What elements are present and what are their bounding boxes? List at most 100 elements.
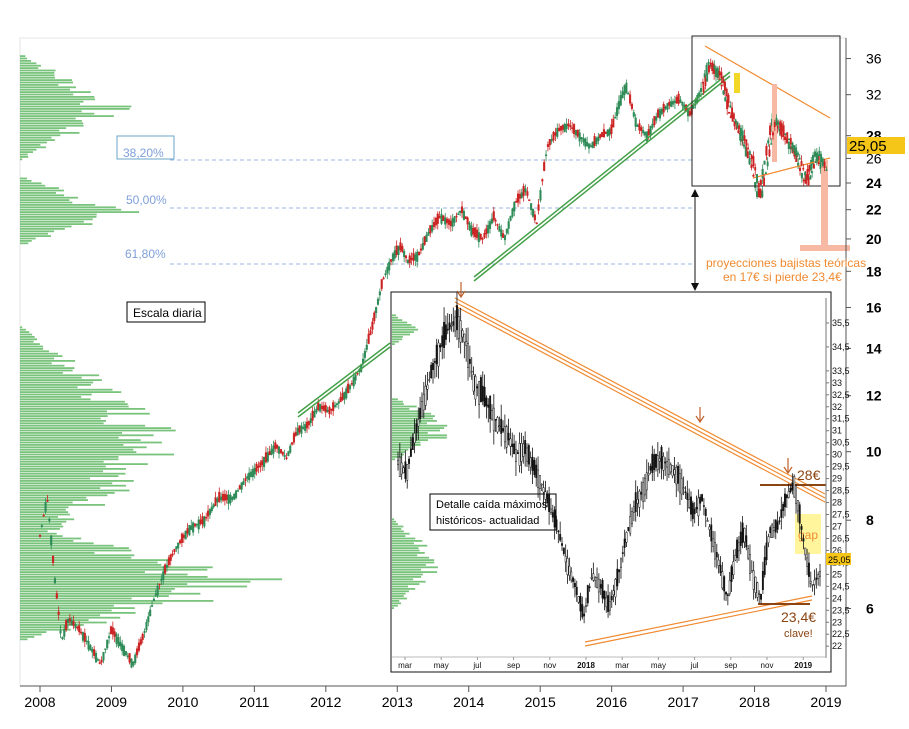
vol-bar <box>20 576 208 578</box>
projection-text-1: proyecciones bajistas teóricas <box>706 256 866 270</box>
candle-body <box>417 419 420 427</box>
candle-body <box>397 245 400 255</box>
candle-body <box>614 579 617 598</box>
candle-body <box>712 538 715 547</box>
candle-body <box>322 405 325 411</box>
candle-body <box>436 213 439 224</box>
candle-body <box>474 376 477 400</box>
candle-body <box>627 527 630 531</box>
candle-body <box>173 549 176 553</box>
detail-vol-bar <box>392 336 403 338</box>
vol-bar <box>20 134 61 137</box>
x-tick-label-2012: 2012 <box>310 694 341 710</box>
candle-body <box>460 206 464 214</box>
candle-body <box>555 519 558 530</box>
candle-body <box>728 111 731 114</box>
candle-body <box>283 454 286 457</box>
candle-body <box>447 219 451 225</box>
candle-body <box>584 138 587 147</box>
y-tick-label-16: 16 <box>866 299 882 315</box>
vol-bar <box>20 218 93 221</box>
candle-body <box>453 216 456 223</box>
candle-body <box>44 502 47 512</box>
candle-body <box>444 324 447 340</box>
candle-body <box>750 154 753 160</box>
candle-body <box>681 102 684 106</box>
detail-x-tick-label: nov <box>761 661 774 670</box>
candle-body <box>802 179 805 182</box>
vol-bar <box>20 76 55 79</box>
vol-bar <box>20 177 28 180</box>
candle-body <box>817 574 820 579</box>
detail-vol-bar <box>392 549 420 552</box>
detail-vol-bar <box>392 556 430 559</box>
vol-bar <box>20 499 88 501</box>
candle-body <box>664 461 667 464</box>
candle-body <box>784 133 787 135</box>
candle-body <box>575 586 578 596</box>
vol-bar <box>20 496 87 499</box>
candle-body <box>199 519 202 524</box>
detail-vol-bar <box>392 456 402 458</box>
candle-body <box>704 78 707 87</box>
y-tick-label-10: 10 <box>866 444 882 460</box>
candle-body <box>317 402 320 410</box>
candle-body <box>553 509 556 528</box>
detail-vol-bar <box>392 398 398 401</box>
candle-body <box>744 146 747 157</box>
x-tick-label-2009: 2009 <box>96 694 127 710</box>
candle-body <box>544 491 547 500</box>
candle-body <box>788 138 790 141</box>
vol-bar <box>20 216 97 218</box>
candle-body <box>673 469 676 475</box>
candle-body <box>640 127 643 132</box>
candle-body <box>778 520 781 522</box>
vol-bar <box>20 444 124 446</box>
vol-bar <box>20 415 108 417</box>
candle-body <box>332 402 335 412</box>
candle-body <box>743 135 746 141</box>
candle-body <box>590 577 593 579</box>
vol-bar <box>20 122 84 125</box>
vol-bar <box>20 201 73 204</box>
candle-body <box>59 630 62 634</box>
vol-bar <box>20 364 65 367</box>
detail-vol-bar <box>392 422 427 425</box>
candle-body <box>52 555 55 563</box>
candle-body <box>620 558 622 568</box>
candle-body <box>91 648 94 653</box>
vol-bar <box>20 136 52 139</box>
candle-body <box>388 261 391 271</box>
candle-body <box>492 211 495 221</box>
vol-bar <box>20 412 150 415</box>
candle-body <box>551 512 554 518</box>
candle-body <box>165 564 169 568</box>
candle-body <box>384 273 387 275</box>
vol-bar <box>20 153 28 156</box>
candle-body <box>446 328 449 331</box>
candle-body <box>816 154 819 162</box>
candle-body <box>72 621 75 626</box>
candle-body <box>660 108 663 115</box>
candle-body <box>502 233 505 238</box>
candle-body <box>721 571 724 589</box>
candle-body <box>451 218 454 227</box>
candle-body <box>634 492 637 513</box>
fib-382-label: 38,20% <box>123 146 164 160</box>
vol-bar <box>20 436 119 439</box>
candle-body <box>535 464 538 478</box>
candle-body <box>776 521 779 530</box>
candle-body <box>699 496 702 504</box>
detail-vol-bar <box>392 321 408 324</box>
detail-inset: gap 28€ 23,4€ clave! Detalle caída máxim… <box>390 282 851 673</box>
candle-body <box>307 420 310 426</box>
candle-body <box>399 242 402 251</box>
candle-body <box>563 123 566 132</box>
candle-body <box>588 586 591 589</box>
candle-body <box>647 473 650 476</box>
candle-body <box>784 493 786 508</box>
candle-body <box>474 227 477 238</box>
candle-body <box>350 383 353 385</box>
candle-body <box>629 94 632 104</box>
candle-body <box>561 543 563 546</box>
